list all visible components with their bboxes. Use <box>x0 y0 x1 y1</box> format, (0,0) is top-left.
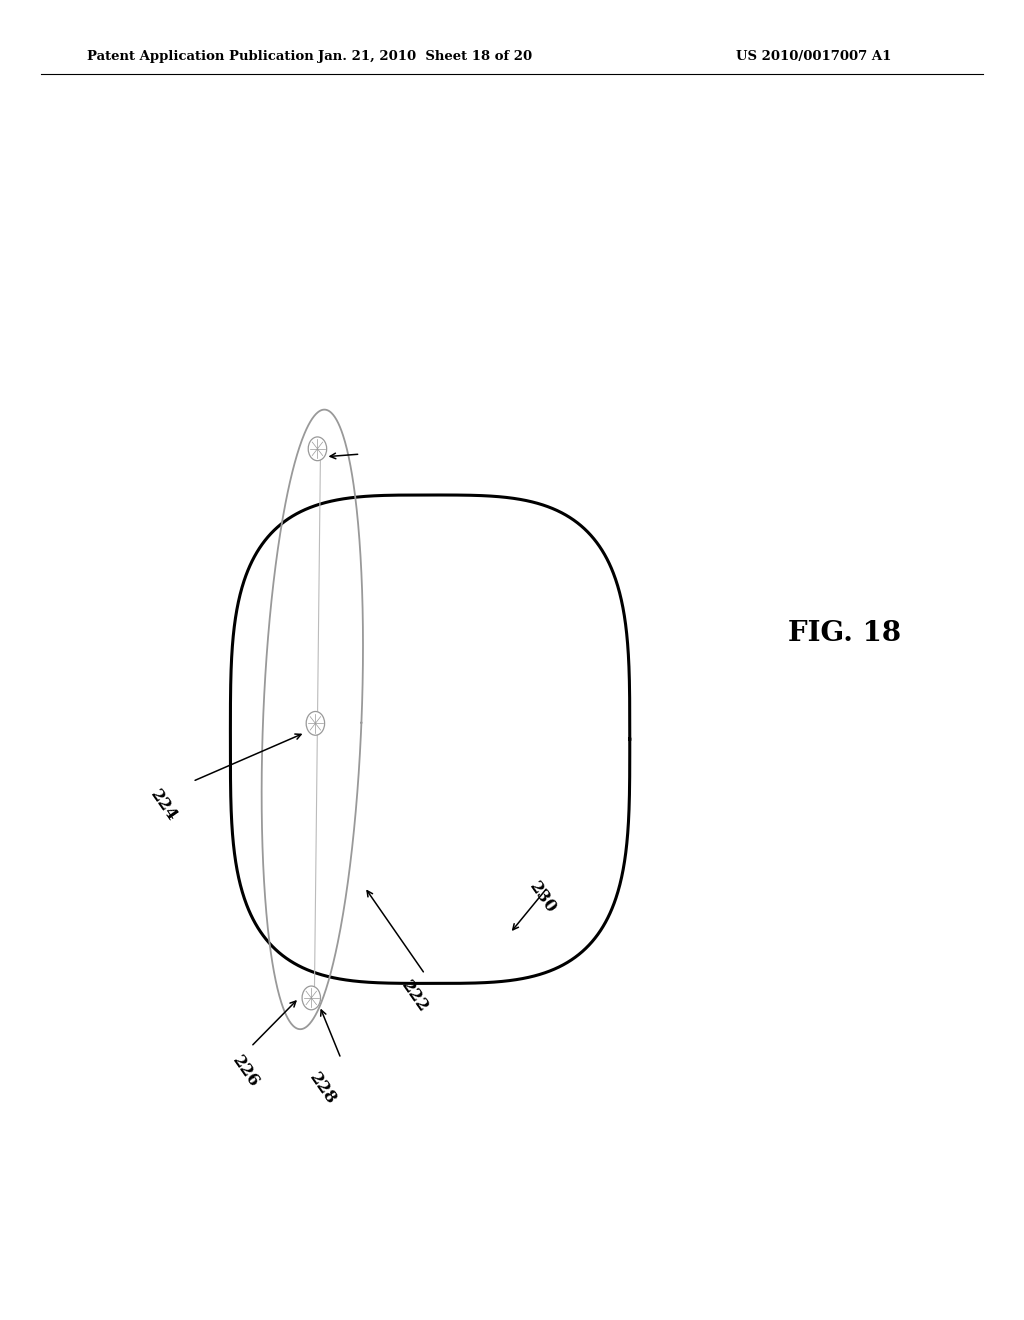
Text: FIG. 18: FIG. 18 <box>788 620 901 647</box>
Text: 228: 228 <box>305 1069 340 1109</box>
Text: 226: 226 <box>228 1053 263 1090</box>
Text: Patent Application Publication: Patent Application Publication <box>87 50 313 63</box>
Text: 224: 224 <box>146 787 181 824</box>
Text: US 2010/0017007 A1: US 2010/0017007 A1 <box>735 50 891 63</box>
Text: 230: 230 <box>525 879 560 916</box>
Text: 222: 222 <box>397 977 432 1016</box>
Circle shape <box>302 986 321 1010</box>
Circle shape <box>308 437 327 461</box>
Text: Jan. 21, 2010  Sheet 18 of 20: Jan. 21, 2010 Sheet 18 of 20 <box>317 50 532 63</box>
Circle shape <box>306 711 325 735</box>
